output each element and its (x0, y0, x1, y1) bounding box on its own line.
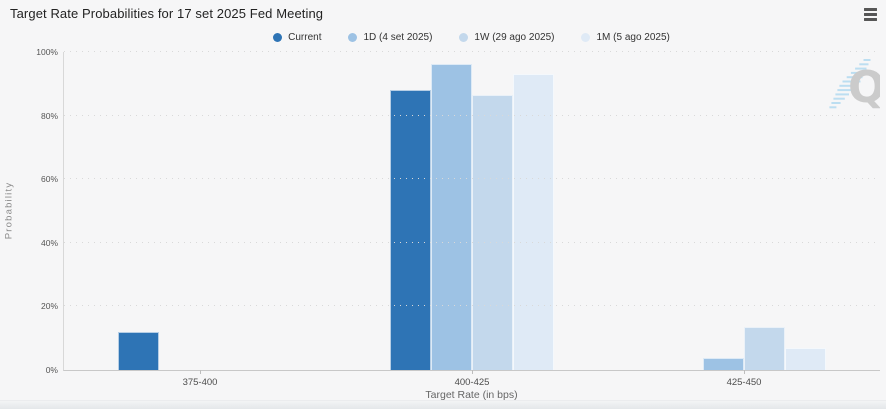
watermark-stripe (863, 59, 871, 61)
category-group-400-425: 400-425 (336, 52, 608, 388)
legend-dot-icon (581, 32, 591, 42)
gridline-60 (64, 178, 880, 180)
gridline-20 (64, 305, 880, 307)
bar-1d-400-425[interactable] (431, 64, 472, 370)
watermark-stripe (855, 67, 867, 70)
watermark-stripe (831, 102, 841, 104)
watermark-stripe (859, 63, 869, 66)
watermark-stripe (842, 80, 861, 83)
x-tick-label-425-450: 425-450 (726, 377, 762, 388)
y-tick-label-100: 100% (36, 47, 58, 57)
bar-1d-425-450[interactable] (703, 357, 744, 370)
watermark-stripe (846, 76, 863, 79)
watermark-stripe (829, 106, 837, 109)
y-tick-label-20: 20% (40, 301, 58, 312)
gridline-100 (64, 51, 880, 52)
legend-label: 1M (5 ago 2025) (596, 31, 670, 43)
legend-label: 1W (29 ago 2025) (474, 31, 555, 43)
bar-current-400-425[interactable] (390, 90, 431, 370)
legend-item-1d[interactable]: 1D (4 set 2025) (348, 32, 432, 43)
hamburger-icon (864, 8, 877, 11)
x-axis-tick (744, 370, 745, 374)
watermark-stripe (835, 93, 849, 96)
y-axis-title: Probability (3, 181, 15, 240)
watermark-stripe (833, 97, 845, 100)
bar-groups: 375-400 400-425 425-450 (64, 52, 880, 388)
legend-dot-icon (348, 32, 358, 42)
bar-1w-400-425[interactable] (472, 95, 513, 370)
category-group-425-450: 425-450 (608, 52, 880, 388)
watermark-stripe (837, 89, 854, 92)
bottom-edge-bar (0, 400, 886, 409)
plot-area: 375-400 400-425 425-450 0% 20% 40% 60% 80% 100% (36, 47, 880, 388)
y-tick-label-80: 80% (40, 110, 58, 121)
page-title: Target Rate Probabilities for 17 set 202… (10, 6, 324, 21)
legend-item-1m[interactable]: 1M (5 ago 2025) (581, 31, 670, 43)
watermark-stripe (839, 84, 858, 87)
legend-item-1w[interactable]: 1W (29 ago 2025) (459, 32, 554, 43)
bar-1m-400-425[interactable] (513, 74, 554, 370)
hamburger-icon (864, 18, 877, 21)
chart-menu-button[interactable] (862, 7, 879, 22)
legend-dot-icon (459, 32, 469, 42)
y-tick-label-40: 40% (40, 237, 58, 248)
watermark-stripe (850, 71, 865, 74)
gridline-80 (64, 114, 880, 116)
x-axis-tick (200, 370, 201, 374)
bar-1m-425-450[interactable] (785, 347, 826, 370)
bar-1w-425-450[interactable] (744, 326, 785, 370)
watermark-stripes (829, 59, 871, 109)
legend-label: Current (288, 31, 322, 43)
x-tick-label-400-425: 400-425 (454, 377, 490, 388)
y-tick-label-60: 60% (40, 174, 58, 185)
legend-label: 1D (4 set 2025) (363, 31, 433, 43)
bar-current-375-400[interactable] (118, 331, 159, 370)
x-axis-title: Target Rate (in bps) (425, 389, 518, 401)
watermark-letter: Q (848, 62, 880, 113)
legend-dot-icon (273, 32, 283, 42)
x-axis-tick (472, 370, 473, 374)
x-tick-label-375-400: 375-400 (182, 377, 218, 388)
hamburger-icon (864, 13, 877, 16)
brand-watermark-q-logo: Q (829, 59, 880, 113)
category-group-375-400: 375-400 (64, 52, 336, 388)
legend-item-current[interactable]: Current (273, 32, 321, 43)
gridline-40 (64, 241, 880, 243)
y-tick-label-0: 0% (45, 365, 58, 375)
chart-legend: Current 1D (4 set 2025) 1W (29 ago 2025) 1M… (63, 29, 880, 45)
